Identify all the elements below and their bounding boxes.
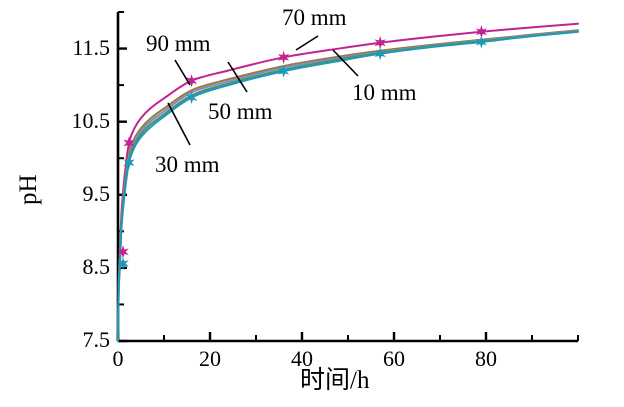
leader-line <box>332 49 359 77</box>
leader-line <box>295 35 319 51</box>
series-line <box>117 22 579 342</box>
x-tick-label: 20 <box>199 346 221 371</box>
x-tick-label: 0 <box>112 346 124 371</box>
data-point-marker <box>277 64 290 78</box>
y-tick-label: 8.5 <box>82 253 111 279</box>
leader-line <box>167 102 191 146</box>
series-annotation-label: 30 mm <box>155 152 220 177</box>
series-line <box>117 30 579 342</box>
series-annotation-label: 50 mm <box>208 99 273 124</box>
series-annotation-label: 90 mm <box>146 31 211 56</box>
data-point-marker <box>185 74 198 88</box>
y-tick-label: 9.5 <box>82 180 111 206</box>
y-tick-label: 11.5 <box>72 34 110 60</box>
data-point-marker <box>117 256 129 271</box>
x-tick-label: 80 <box>475 346 497 371</box>
y-tick-label: 10.5 <box>71 107 111 133</box>
series-annotation-label: 70 mm <box>282 5 347 30</box>
series-line <box>117 30 579 342</box>
data-point-marker <box>123 156 135 170</box>
annotation-leader-lines <box>167 35 359 146</box>
data-point-marker <box>123 136 135 150</box>
y-tick-label: 7.5 <box>82 327 111 352</box>
series-curves <box>117 22 579 342</box>
data-point-marker <box>185 90 198 105</box>
series-markers <box>117 25 488 271</box>
series-annotation-label: 10 mm <box>352 80 417 105</box>
data-point-marker <box>277 50 290 64</box>
leader-line <box>227 61 248 93</box>
data-point-marker <box>374 47 386 61</box>
leader-line <box>174 59 191 86</box>
series-line <box>117 29 579 342</box>
x-tick-label: 40 <box>291 346 313 371</box>
y-axis-title: pH <box>15 174 42 205</box>
x-axis-title: 时间/h <box>300 367 370 394</box>
data-point-marker <box>475 35 488 49</box>
x-tick-label: 60 <box>383 346 405 371</box>
